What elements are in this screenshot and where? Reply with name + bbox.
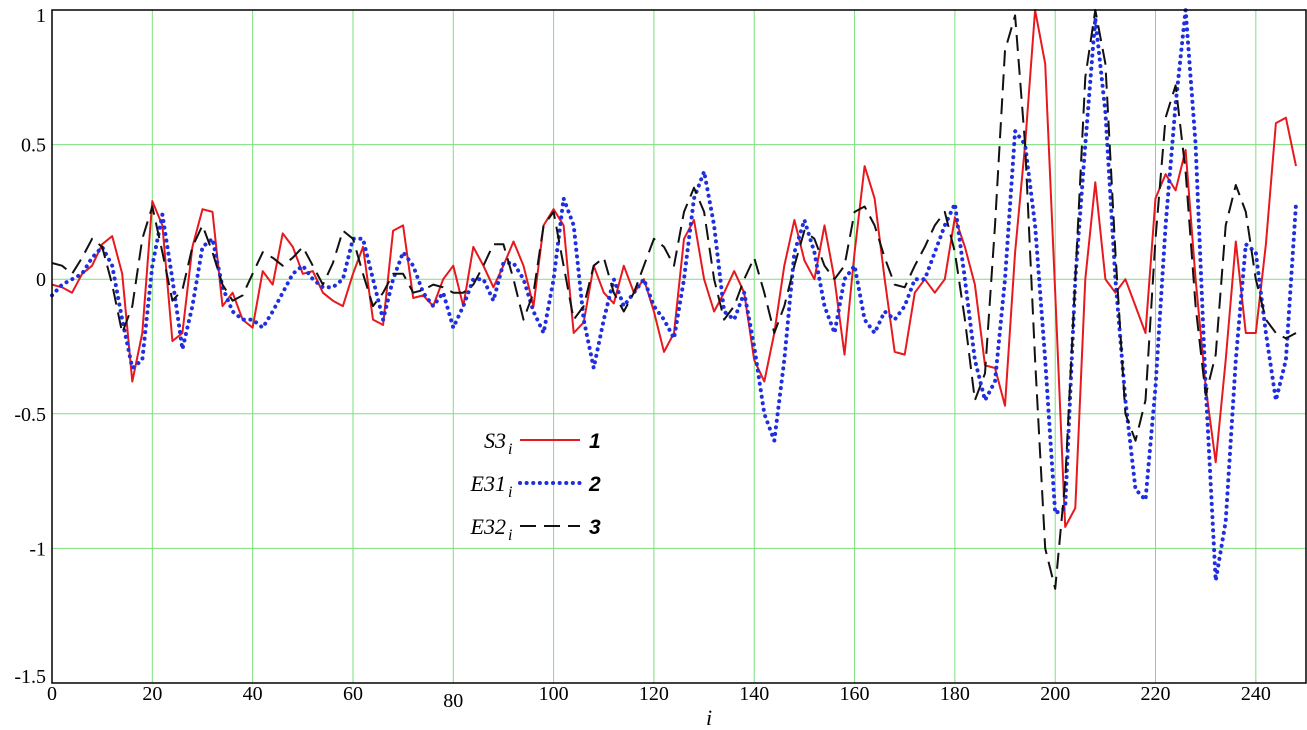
plot-frame: [51, 9, 1307, 684]
legend-series-name: E31: [470, 471, 506, 496]
legend-series-name: S3: [484, 428, 506, 453]
y-tick-label: 1: [36, 5, 46, 27]
grid: [51, 9, 1306, 684]
x-tick-label: 120: [639, 683, 669, 705]
tick-labels: 0 20 40 60 80 100 120 140 160 180 200 220 240 1 0.5 0 -0…: [14, 5, 1271, 712]
x-tick-label: 200: [1040, 683, 1070, 705]
y-tick-label: -1: [29, 538, 46, 560]
x-tick-label: 240: [1241, 683, 1271, 705]
series-s3-line: [51, 9, 1297, 528]
series-layer: [50, 8, 1298, 590]
legend-series-subscript: i: [508, 527, 512, 544]
y-tick-label: -1.5: [14, 666, 46, 688]
x-tick-label: 40: [243, 683, 263, 705]
series-e31-line: [50, 8, 1298, 583]
legend-series-number: 1: [589, 430, 601, 453]
x-tick-label: 160: [840, 683, 870, 705]
x-tick-label: 80: [443, 690, 463, 712]
x-axis-label: i: [706, 705, 712, 730]
legend-series-subscript: i: [508, 441, 512, 458]
x-tick-label: 20: [142, 683, 162, 705]
y-tick-label: -0.5: [14, 404, 46, 426]
series-e32-line: [51, 9, 1297, 590]
legend-series-number: 3: [589, 516, 601, 539]
x-tick-label: 140: [739, 683, 769, 705]
x-tick-label: 180: [940, 683, 970, 705]
legend-item-s3: S3 i 1: [484, 428, 601, 458]
legend-series-number: 2: [588, 473, 601, 496]
legend-series-name: E32: [470, 514, 506, 539]
y-tick-label: 0: [36, 269, 46, 291]
x-tick-label: 220: [1141, 683, 1171, 705]
legend-item-e32: E32 i 3: [470, 514, 601, 544]
y-tick-label: 0.5: [21, 135, 46, 157]
legend-series-subscript: i: [508, 484, 512, 501]
x-tick-label: 60: [343, 683, 363, 705]
x-tick-label: 100: [539, 683, 569, 705]
legend-item-e31: E31 i 2: [470, 471, 601, 501]
x-tick-label: 0: [47, 683, 57, 705]
